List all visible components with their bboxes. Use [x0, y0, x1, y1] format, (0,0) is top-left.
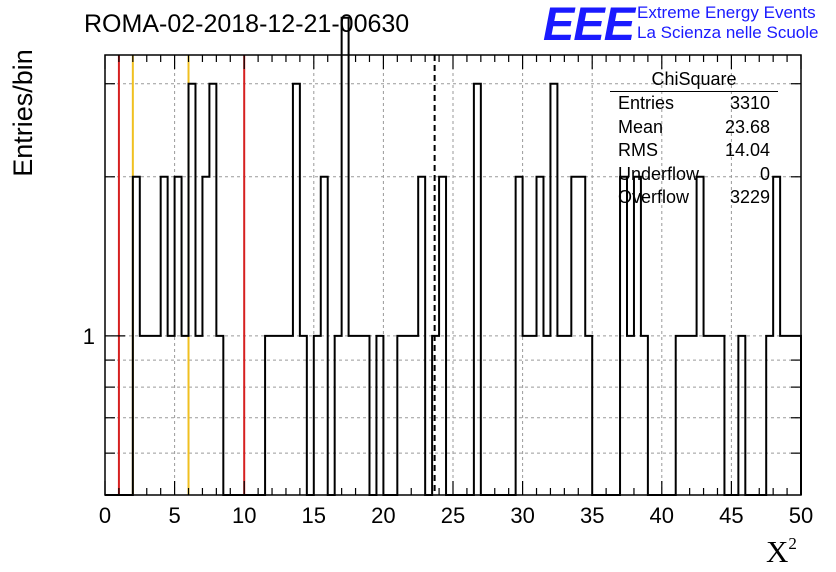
x-tick-label: 45: [719, 503, 743, 528]
histogram-bar: [209, 84, 216, 495]
histogram-outline: [105, 16, 802, 496]
plot-title: ROMA-02-2018-12-21-00630: [84, 10, 410, 38]
stats-row: Mean 23.68: [610, 116, 778, 140]
stats-value: 23.68: [724, 116, 770, 137]
axes: 0 5 10 15 20 25 30 35 40 45 50 1: [83, 54, 813, 528]
stats-row: Entries 3310: [610, 92, 778, 116]
histogram-bars: [105, 16, 802, 496]
x-tick-label: 20: [371, 503, 395, 528]
eee-logo-caption: Extreme Energy Events La Scienza nelle S…: [637, 3, 818, 43]
x-tick-label: 5: [168, 503, 180, 528]
x-tick-label: 50: [789, 503, 813, 528]
x-tick-label: 40: [650, 503, 674, 528]
eee-logo-line1: Extreme Energy Events: [637, 3, 816, 22]
stats-rows: Entries 3310 Mean 23.68 RMS 14.04 Underflow 0 Ov…: [610, 92, 778, 210]
eee-logo-line2: La Scienza nelle Scuole: [637, 23, 819, 42]
stats-value: 14.04: [724, 140, 770, 160]
x-tick-label: 35: [580, 503, 604, 528]
stats-value: 3310: [729, 93, 770, 113]
x-tick-label: 0: [99, 503, 111, 528]
stats-row: Underflow 0: [610, 163, 778, 187]
stats-label: Entries: [618, 93, 675, 113]
histogram-bar: [293, 84, 300, 495]
x-axis-label-text: X: [766, 534, 789, 569]
x-tick-label: 10: [232, 503, 256, 528]
stats-label: Underflow: [618, 163, 700, 184]
stats-row: RMS 14.04: [610, 139, 778, 163]
histogram-bar: [474, 84, 481, 495]
y-tick-label: 1: [83, 324, 95, 349]
x-tick-label: 25: [441, 503, 465, 528]
x-axis-label-superscript: 2: [788, 534, 797, 553]
histogram-bar: [342, 18, 349, 495]
stats-row: Overflow 3229: [610, 186, 778, 210]
stats-title: ChiSquare: [610, 68, 778, 92]
stats-label: Mean: [618, 116, 664, 137]
histogram-bar: [189, 84, 196, 495]
eee-logo: EEE: [543, 0, 635, 50]
x-tick-label: 15: [302, 503, 326, 528]
stats-box: ChiSquare Entries 3310 Mean 23.68 RMS 14.04 Un…: [610, 68, 778, 210]
histogram-bar: [550, 84, 557, 495]
stats-label: Overflow: [618, 187, 690, 207]
x-axis-label: X2: [766, 534, 797, 570]
stats-label: RMS: [618, 140, 658, 160]
stats-value: 3229: [729, 187, 770, 207]
stats-value: 0: [759, 163, 770, 184]
marker-lines: [117, 55, 436, 495]
x-tick-label: 30: [510, 503, 534, 528]
